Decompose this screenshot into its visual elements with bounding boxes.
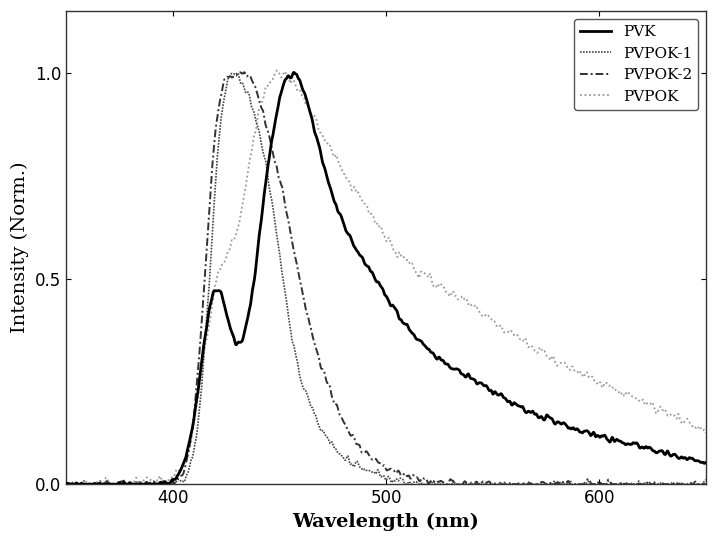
Line: PVPOK-2: PVPOK-2 (66, 72, 706, 484)
PVK (290, 69, 298, 76)
Y-axis label: Intensity (Norm.): Intensity (Norm.) (11, 162, 29, 333)
PVPOK (566, 366, 575, 373)
PVPOK-2 (62, 481, 70, 487)
PVK (95, 480, 103, 487)
PVPOK-2 (683, 481, 692, 487)
PVPOK (62, 481, 71, 487)
PVPOK (62, 481, 70, 487)
PVPOK-2 (239, 69, 248, 75)
PVPOK-2 (374, 458, 382, 464)
PVPOK (684, 416, 693, 423)
PVPOK-2 (702, 481, 711, 487)
PVPOK-1 (62, 481, 70, 487)
PVPOK-2 (566, 481, 574, 487)
Line: PVPOK-1: PVPOK-1 (66, 73, 706, 484)
PVPOK-1 (233, 69, 242, 76)
Line: PVPOK: PVPOK (66, 70, 706, 484)
PVPOK-1 (702, 476, 711, 483)
PVPOK (272, 67, 281, 74)
PVPOK-1 (374, 467, 382, 473)
Line: PVK: PVK (66, 73, 706, 484)
PVPOK-2 (356, 446, 365, 452)
PVPOK (683, 416, 692, 422)
PVPOK (702, 429, 711, 436)
PVPOK (356, 195, 365, 201)
PVK (683, 456, 692, 463)
PVPOK (95, 479, 103, 485)
PVPOK-2 (683, 481, 692, 487)
X-axis label: Wavelength (nm): Wavelength (nm) (293, 513, 480, 531)
PVPOK (374, 223, 382, 229)
PVK (684, 456, 693, 462)
PVPOK-1 (683, 481, 692, 487)
PVPOK-1 (566, 478, 574, 484)
PVK (374, 279, 382, 285)
PVPOK-1 (356, 464, 365, 471)
PVK (566, 425, 575, 431)
Legend: PVK, PVPOK-1, PVPOK-2, PVPOK: PVK, PVPOK-1, PVPOK-2, PVPOK (574, 19, 698, 110)
PVPOK-2 (95, 480, 103, 487)
PVK (356, 253, 365, 259)
PVPOK-1 (683, 481, 692, 487)
PVPOK-1 (95, 480, 103, 487)
PVK (62, 480, 70, 486)
PVK (66, 481, 75, 487)
PVK (702, 459, 711, 466)
